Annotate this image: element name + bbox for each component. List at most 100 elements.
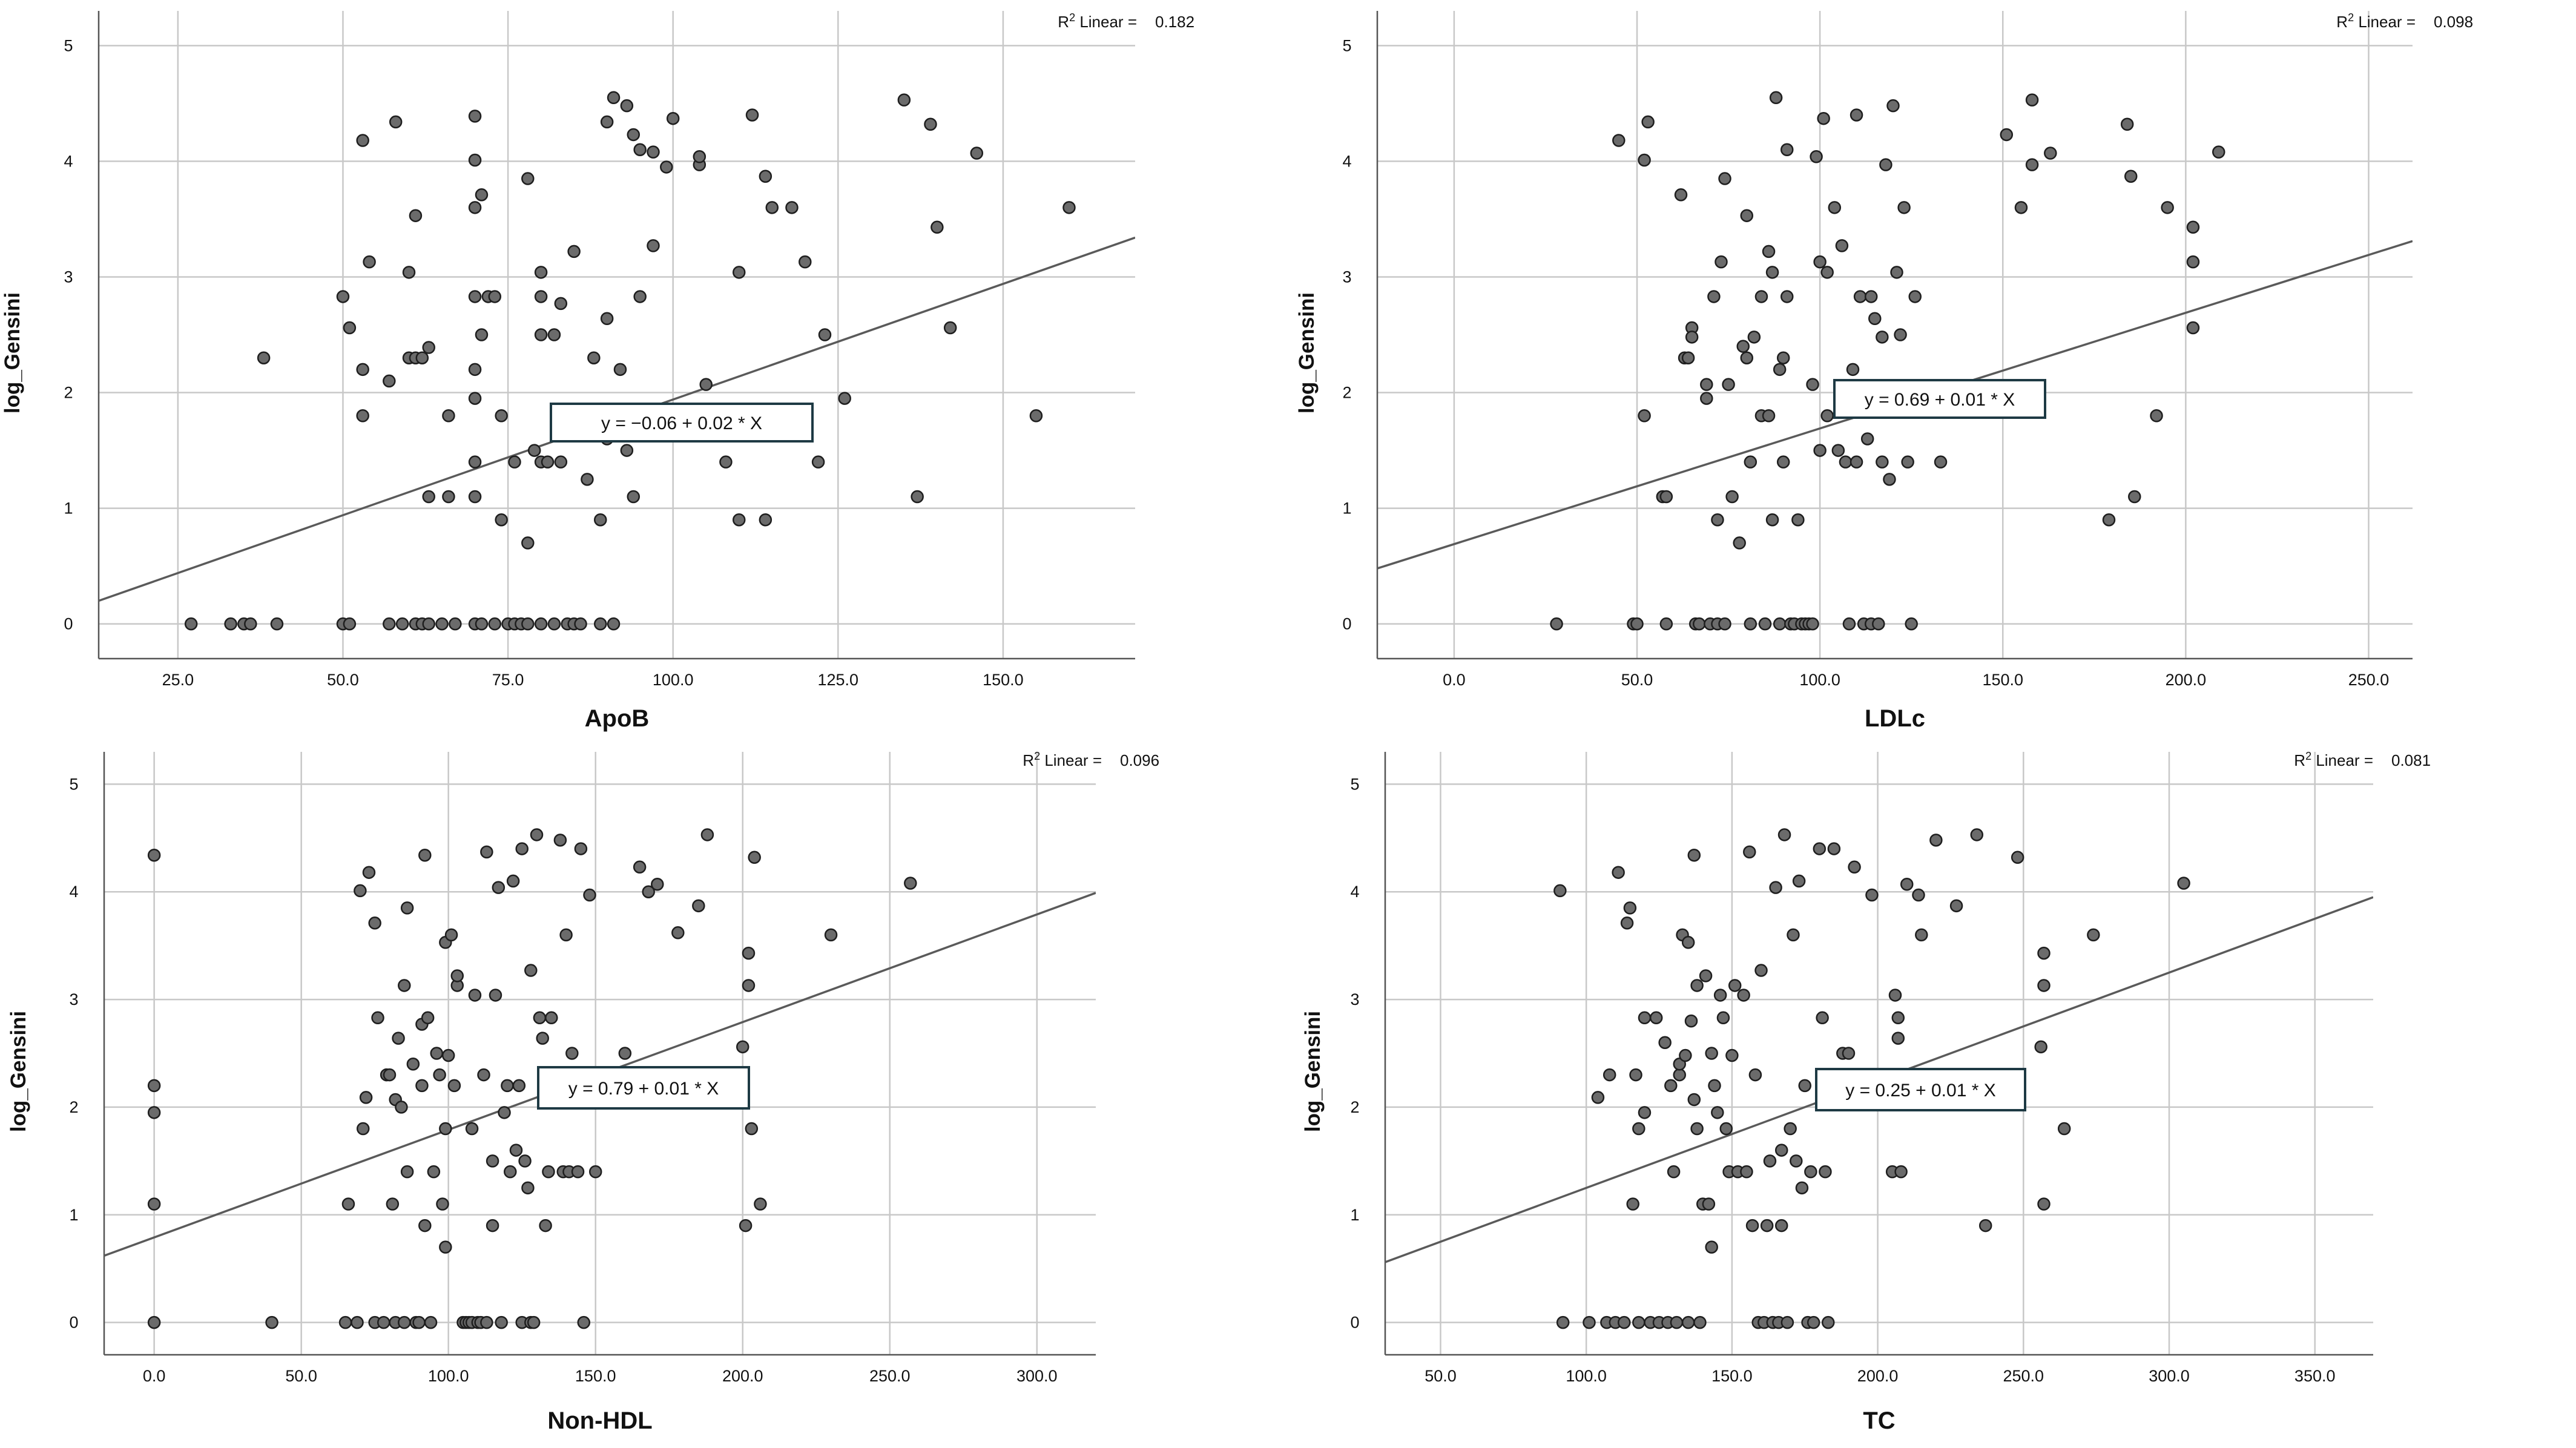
data-point: [501, 1079, 514, 1093]
data-point: [383, 374, 396, 388]
r2-value: 0.182: [1155, 13, 1194, 31]
data-point: [732, 266, 746, 279]
data-point: [265, 1315, 278, 1329]
data-point: [1718, 172, 1731, 185]
data-point: [1758, 617, 1772, 631]
data-point: [336, 290, 350, 303]
data-point: [1774, 1144, 1788, 1157]
data-point: [1850, 455, 1863, 469]
data-point: [571, 1165, 585, 1179]
data-point: [1883, 473, 1896, 486]
y-tick-label: 3: [69, 990, 78, 1009]
data-point: [415, 351, 429, 364]
data-point: [424, 1315, 438, 1329]
data-point: [1659, 490, 1673, 504]
data-point: [1737, 989, 1750, 1002]
data-point: [2025, 158, 2039, 171]
data-point: [400, 1165, 414, 1179]
data-point: [2037, 1197, 2051, 1211]
data-point: [475, 188, 489, 202]
y-tick-label: 4: [1350, 883, 1359, 901]
data-point: [465, 1122, 479, 1136]
x-tick-label: 100.0: [428, 1367, 469, 1385]
data-point: [633, 860, 647, 874]
data-point: [1681, 936, 1695, 949]
data-point: [700, 828, 714, 841]
data-point: [1711, 1106, 1724, 1119]
data-point: [351, 1315, 364, 1329]
data-point: [362, 866, 376, 879]
data-point: [1765, 266, 1779, 279]
r2-label: Linear =: [2311, 751, 2373, 769]
data-point: [1853, 290, 1867, 303]
r2-label: Linear =: [1075, 13, 1137, 31]
y-tick-label: 2: [69, 1098, 78, 1116]
x-tick-label: 250.0: [2003, 1367, 2044, 1385]
y-tick-label: 3: [1342, 268, 1351, 286]
data-point: [1718, 617, 1731, 631]
data-point: [489, 989, 502, 1002]
data-point: [588, 1165, 602, 1179]
y-axis-label: log_Gensini: [1301, 1011, 1325, 1132]
data-point: [386, 1197, 400, 1211]
data-point: [542, 1165, 555, 1179]
data-point: [1886, 99, 1900, 113]
data-point: [627, 128, 641, 142]
data-point: [1890, 266, 1903, 279]
data-point: [1740, 351, 1754, 364]
data-point: [527, 1315, 541, 1329]
r2-label: Linear =: [2354, 13, 2416, 31]
scatter-panel-top-right: 0.0 50.0 100.0 150.0 200.0 250.0 0 1 2 3 4 5 LDLc log…: [1295, 11, 2473, 732]
x-tick-label: 125.0: [818, 671, 859, 689]
data-point: [508, 455, 521, 469]
data-point: [449, 617, 462, 631]
data-point: [539, 1219, 552, 1232]
data-point: [343, 617, 357, 631]
data-point: [620, 99, 634, 113]
data-point: [699, 378, 713, 391]
data-point: [441, 1048, 455, 1062]
data-point: [338, 1315, 352, 1329]
data-point: [1915, 928, 1928, 942]
data-point: [1632, 1315, 1645, 1329]
data-point: [398, 979, 411, 992]
data-point: [574, 617, 587, 631]
data-point: [488, 290, 502, 303]
data-point: [2124, 169, 2138, 183]
data-point: [1860, 432, 1874, 446]
data-point: [509, 1144, 523, 1157]
data-point: [1754, 290, 1768, 303]
data-point: [1715, 255, 1728, 269]
data-point: [439, 1240, 452, 1254]
data-point: [1603, 1068, 1616, 1082]
r2-annotation: R2 Linear =: [1058, 12, 1137, 31]
r2-annotation: R2 Linear =: [2294, 750, 2373, 769]
data-point: [577, 1315, 591, 1329]
data-point: [2025, 93, 2039, 107]
data-point: [559, 928, 573, 942]
data-point: [970, 146, 984, 160]
data-point: [1816, 1011, 1829, 1025]
data-point: [244, 617, 257, 631]
data-point: [719, 455, 733, 469]
x-axis-label: ApoB: [585, 705, 650, 732]
data-point: [495, 409, 508, 423]
data-point: [1658, 1036, 1672, 1049]
data-point: [477, 1068, 490, 1082]
data-point: [1638, 153, 1651, 167]
data-point: [547, 328, 561, 341]
data-point: [468, 490, 482, 504]
x-tick-label: 200.0: [722, 1367, 763, 1385]
data-point: [1638, 1011, 1652, 1025]
data-point: [1743, 845, 1756, 859]
scatter-panel-top-left: 25.0 50.0 75.0 100.0 125.0 150.0 0 1 2 3 4 5 ApoB log…: [1, 11, 1194, 732]
data-point: [1630, 617, 1644, 631]
data-point: [1804, 1165, 1817, 1179]
data-point: [1700, 378, 1713, 391]
data-point: [565, 1047, 579, 1060]
data-point: [2011, 851, 2024, 864]
data-point: [147, 1315, 161, 1329]
data-point: [521, 172, 535, 185]
data-point: [765, 201, 779, 214]
data-point: [824, 928, 838, 942]
